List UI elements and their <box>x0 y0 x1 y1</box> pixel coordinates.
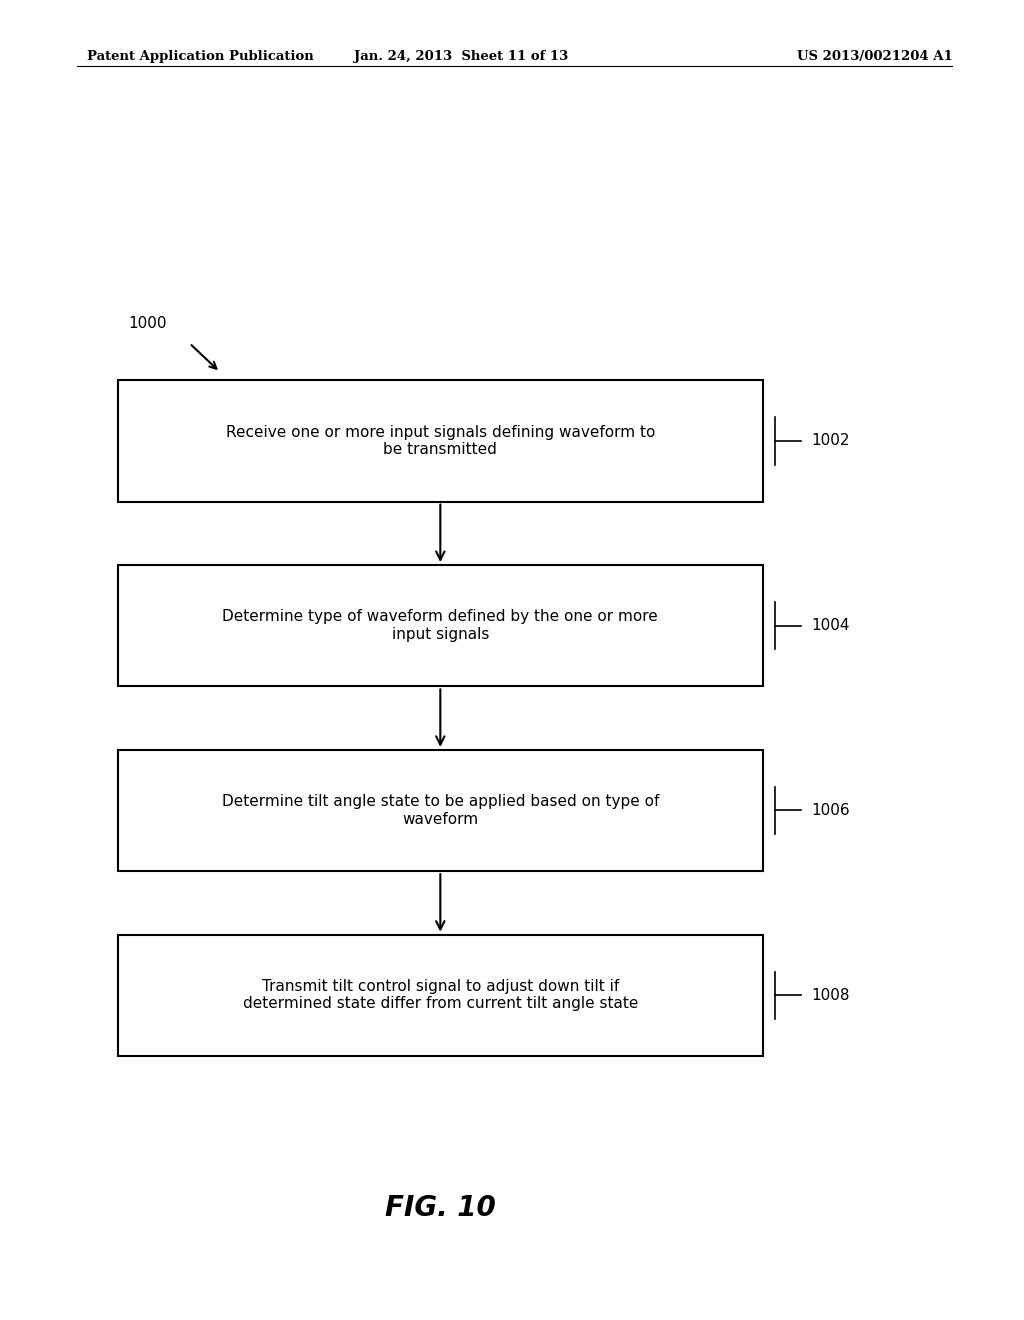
Text: 1002: 1002 <box>811 433 850 449</box>
Text: US 2013/0021204 A1: US 2013/0021204 A1 <box>797 50 952 63</box>
Text: 1008: 1008 <box>811 987 850 1003</box>
Bar <box>118 380 763 502</box>
Text: Transmit tilt control signal to adjust down tilt if
determined state differ from: Transmit tilt control signal to adjust d… <box>243 979 638 1011</box>
Bar <box>118 750 763 871</box>
Text: FIG. 10: FIG. 10 <box>385 1193 496 1222</box>
Text: 1004: 1004 <box>811 618 850 634</box>
Text: Determine type of waveform defined by the one or more
input signals: Determine type of waveform defined by th… <box>222 610 658 642</box>
Text: Receive one or more input signals defining waveform to
be transmitted: Receive one or more input signals defini… <box>225 425 655 457</box>
Text: 1000: 1000 <box>128 315 167 331</box>
Bar <box>118 565 763 686</box>
Text: Jan. 24, 2013  Sheet 11 of 13: Jan. 24, 2013 Sheet 11 of 13 <box>353 50 568 63</box>
Text: 1006: 1006 <box>811 803 850 818</box>
Text: Patent Application Publication: Patent Application Publication <box>87 50 313 63</box>
Text: Determine tilt angle state to be applied based on type of
waveform: Determine tilt angle state to be applied… <box>221 795 659 826</box>
Bar <box>118 935 763 1056</box>
